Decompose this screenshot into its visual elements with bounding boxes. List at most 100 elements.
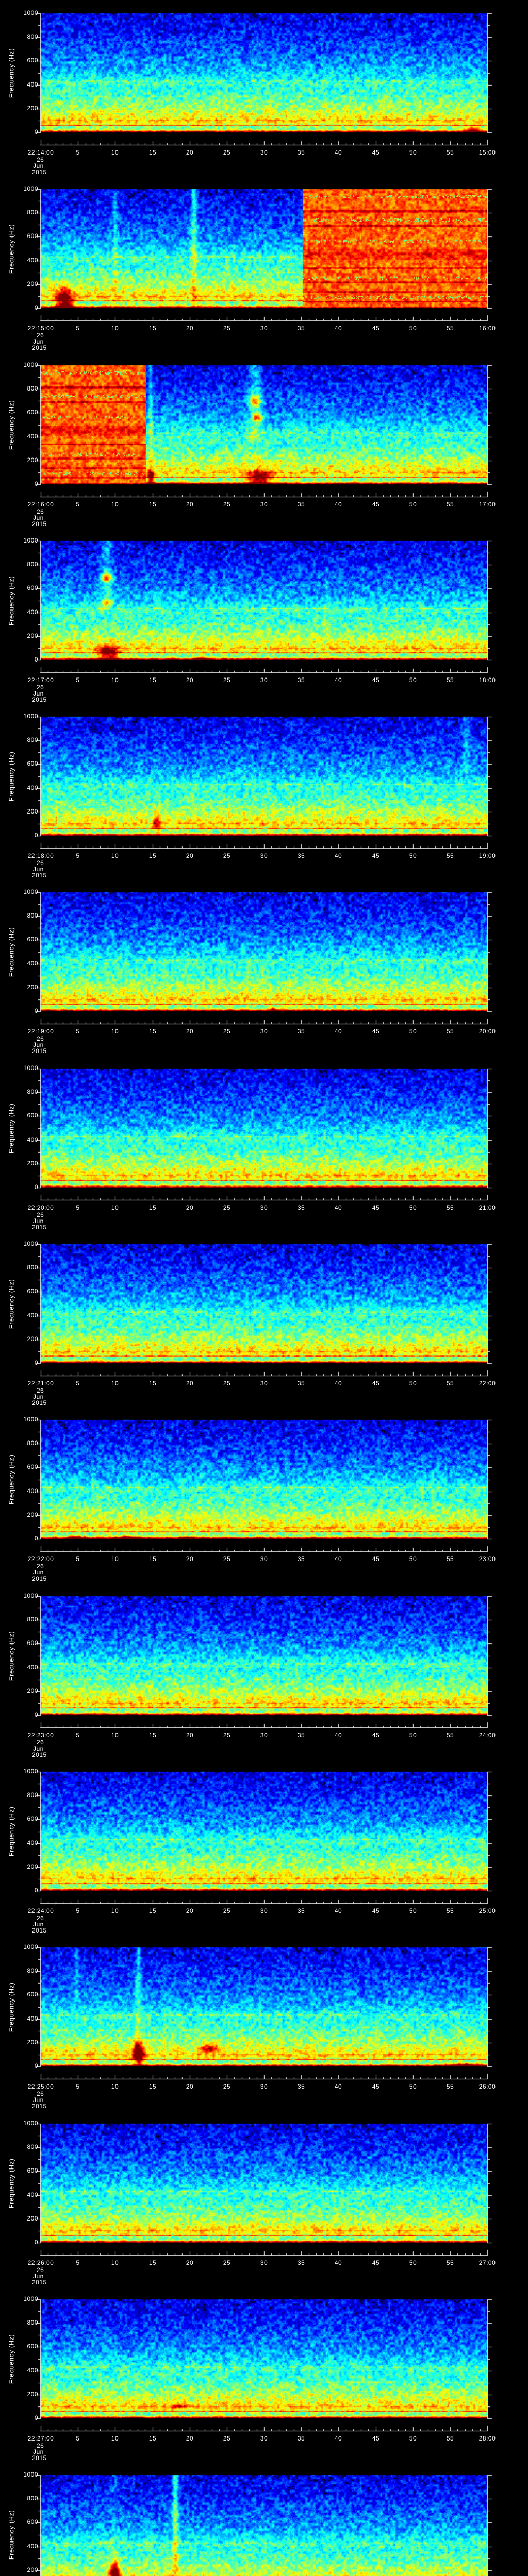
freq-tick-label-0: 0 — [34, 1535, 38, 1542]
time-tick-label-45: 45 — [372, 2259, 380, 2266]
time-tick-label-5: 5 — [76, 852, 80, 859]
spectrogram-plot-canvas — [0, 703, 528, 858]
time-tick-label-40: 40 — [334, 2083, 342, 2090]
spectrogram-panel-2: Frequency (Hz) 0 200 400 600 800 1000 22:15:00 2… — [0, 176, 528, 351]
freq-tick-label-800: 800 — [27, 736, 38, 743]
date-year-label: 2015 — [32, 2279, 47, 2286]
time-tick-label-15: 15 — [148, 501, 157, 508]
time-tick-label-40: 40 — [334, 1732, 342, 1739]
time-tick-label-20: 20 — [186, 2083, 194, 2090]
freq-tick-label-400: 400 — [27, 784, 38, 791]
time-tick-label-55: 55 — [446, 1204, 454, 1211]
time-end-label: 18:00 — [478, 676, 496, 684]
freq-tick-label-1000: 1000 — [23, 1943, 38, 1951]
time-tick-label-5: 5 — [76, 676, 80, 684]
time-tick-label-30: 30 — [260, 1380, 268, 1387]
time-tick-label-35: 35 — [297, 2259, 305, 2266]
freq-tick-label-1000: 1000 — [23, 2120, 38, 2127]
frequency-axis-title: Frequency (Hz) — [7, 1982, 15, 2032]
date-day-label: 26 — [37, 859, 44, 867]
time-tick-label-10: 10 — [111, 1204, 119, 1211]
freq-tick-label-200: 200 — [27, 1335, 38, 1343]
time-tick-label-15: 15 — [148, 1732, 157, 1739]
time-tick-label-45: 45 — [372, 325, 380, 332]
freq-tick-label-1000: 1000 — [23, 888, 38, 895]
time-tick-label-5: 5 — [76, 1204, 80, 1211]
time-tick-label-50: 50 — [409, 852, 417, 859]
time-tick-label-35: 35 — [297, 1907, 305, 1914]
time-tick-label-25: 25 — [223, 1380, 231, 1387]
time-tick-label-5: 5 — [76, 149, 80, 156]
freq-tick-label-200: 200 — [27, 1863, 38, 1870]
time-tick-label-20: 20 — [186, 1907, 194, 1914]
time-tick-label-10: 10 — [111, 2083, 119, 2090]
time-tick-label-25: 25 — [223, 852, 231, 859]
time-tick-label-55: 55 — [446, 1380, 454, 1387]
time-tick-label-10: 10 — [111, 676, 119, 684]
time-tick-label-55: 55 — [446, 149, 454, 156]
spectrogram-plot-canvas — [0, 1758, 528, 1913]
date-year-label: 2015 — [32, 1751, 47, 1758]
time-tick-label-50: 50 — [409, 325, 417, 332]
date-year-label: 2015 — [32, 1224, 47, 1231]
time-tick-label-35: 35 — [297, 149, 305, 156]
time-tick-label-40: 40 — [334, 2259, 342, 2266]
time-tick-label-5: 5 — [76, 1732, 80, 1739]
time-tick-label-15: 15 — [148, 1555, 157, 1563]
frequency-axis-title: Frequency (Hz) — [7, 1454, 15, 1504]
time-end-label: 23:00 — [478, 1555, 496, 1563]
time-end-label: 22:00 — [478, 1380, 496, 1387]
time-tick-label-30: 30 — [260, 1732, 268, 1739]
freq-tick-label-400: 400 — [27, 1312, 38, 1319]
frequency-axis-title: Frequency (Hz) — [7, 1279, 15, 1329]
time-end-label: 19:00 — [478, 852, 496, 859]
freq-tick-label-400: 400 — [27, 1487, 38, 1495]
date-day-label: 26 — [37, 508, 44, 515]
time-tick-label-10: 10 — [111, 325, 119, 332]
time-tick-label-40: 40 — [334, 1028, 342, 1035]
freq-tick-label-800: 800 — [27, 2143, 38, 2150]
time-tick-label-35: 35 — [297, 1028, 305, 1035]
spectrogram-panel-6: Frequency (Hz) 0 200 400 600 800 1000 22:19:00 2… — [0, 879, 528, 1055]
freq-tick-label-1000: 1000 — [23, 185, 38, 192]
time-tick-label-20: 20 — [186, 1204, 194, 1211]
freq-tick-label-600: 600 — [27, 2343, 38, 2350]
freq-tick-label-1000: 1000 — [23, 2295, 38, 2302]
spectrogram-plot-canvas — [0, 879, 528, 1033]
time-start-label: 22:22:00 — [27, 1555, 54, 1563]
time-tick-label-25: 25 — [223, 2259, 231, 2266]
frequency-axis-title: Frequency (Hz) — [7, 2158, 15, 2208]
date-day-label: 26 — [37, 1387, 44, 1394]
time-tick-label-15: 15 — [148, 2259, 157, 2266]
time-tick-label-5: 5 — [76, 501, 80, 508]
time-tick-label-10: 10 — [111, 1732, 119, 1739]
freq-tick-label-600: 600 — [27, 760, 38, 767]
time-tick-label-45: 45 — [372, 852, 380, 859]
spectrogram-panel-14: Frequency (Hz) 0 200 400 600 800 1000 22:27:00 2… — [0, 2286, 528, 2462]
time-tick-label-55: 55 — [446, 2259, 454, 2266]
freq-tick-label-800: 800 — [27, 1088, 38, 1095]
date-day-label: 26 — [37, 1035, 44, 1042]
time-tick-label-20: 20 — [186, 2259, 194, 2266]
time-tick-label-15: 15 — [148, 2435, 157, 2442]
freq-tick-label-600: 600 — [27, 57, 38, 64]
date-month-label: Jun — [33, 1921, 44, 1928]
spectrogram-panel-3: Frequency (Hz) 0 200 400 600 800 1000 22:16:00 2… — [0, 352, 528, 528]
freq-tick-label-200: 200 — [27, 456, 38, 464]
freq-tick-label-600: 600 — [27, 1991, 38, 1998]
spectrogram-panel-9: Frequency (Hz) 0 200 400 600 800 1000 22:22:00 2… — [0, 1406, 528, 1582]
time-start-label: 22:23:00 — [27, 1732, 54, 1739]
freq-tick-label-1000: 1000 — [23, 537, 38, 544]
time-tick-label-5: 5 — [76, 2083, 80, 2090]
time-tick-label-55: 55 — [446, 2083, 454, 2090]
time-end-label: 26:00 — [478, 2083, 496, 2090]
date-year-label: 2015 — [32, 696, 47, 703]
freq-tick-label-0: 0 — [34, 1007, 38, 1014]
spectrogram-plot-canvas — [0, 1231, 528, 1385]
freq-tick-label-400: 400 — [27, 433, 38, 440]
time-tick-label-55: 55 — [446, 1555, 454, 1563]
time-tick-label-25: 25 — [223, 676, 231, 684]
freq-tick-label-600: 600 — [27, 936, 38, 943]
freq-tick-label-800: 800 — [27, 33, 38, 40]
freq-tick-label-200: 200 — [27, 632, 38, 639]
